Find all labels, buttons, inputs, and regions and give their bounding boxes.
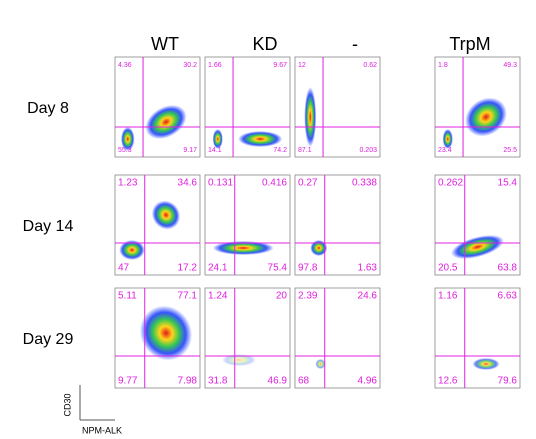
density-cloud (119, 240, 145, 260)
quadrant-value: 12.6 (438, 376, 458, 387)
quadrant-value: 9.67 (273, 62, 287, 69)
quadrant-value: 20.5 (438, 263, 458, 274)
quadrant-value: 46.9 (268, 376, 288, 387)
density-cloud (310, 240, 328, 256)
flow-panel: 1.8 49.3 23.4 25.5 (434, 56, 521, 158)
quadrant-value: 49.3 (503, 62, 517, 69)
density-cloud (212, 129, 223, 149)
flow-panel: 1.16 6.63 12.6 79.6 (434, 287, 521, 389)
density-cloud (304, 87, 317, 147)
quadrant-value: 34.6 (178, 178, 198, 189)
quadrant-value: 5.11 (118, 291, 137, 302)
density-cloud (222, 354, 256, 366)
quadrant-value: 20 (276, 291, 288, 302)
quadrant-value: 0.416 (262, 178, 287, 189)
quadrant-value: 15.4 (498, 178, 518, 189)
column-header: KD (252, 34, 277, 54)
column-header: WT (151, 34, 179, 54)
quadrant-value: 1.24 (208, 291, 228, 302)
axis-key: CD30 NPM-ALK (62, 385, 122, 435)
density-cloud (120, 127, 135, 151)
flow-panel: 4.36 30.2 55.3 9.17 (114, 56, 201, 158)
quadrant-value: 9.17 (183, 147, 197, 154)
quadrant-value: 0.262 (438, 178, 463, 189)
quadrant-value: 0.62 (363, 62, 377, 69)
quadrant-value: 1.23 (118, 178, 138, 189)
density-cloud (139, 305, 193, 361)
quadrant-value: 23.4 (438, 147, 452, 154)
density-cloud (315, 359, 326, 369)
quadrant-value: 31.8 (208, 376, 228, 387)
density-cloud (238, 131, 283, 147)
quadrant-value: 24.6 (358, 291, 378, 302)
quadrant-value: 24.1 (208, 263, 228, 274)
quadrant-value: 63.8 (498, 263, 518, 274)
density-cloud (145, 104, 187, 140)
row-label: Day 14 (23, 218, 74, 235)
quadrant-value: 9.77 (118, 376, 138, 387)
quadrant-value: 74.2 (273, 147, 287, 154)
flow-panel: 1.66 9.67 14.1 74.2 (204, 56, 291, 158)
panel-frame (434, 174, 521, 276)
quadrant-value: 1.63 (358, 263, 378, 274)
density-cloud (442, 129, 453, 149)
row-label: Day 29 (23, 331, 74, 348)
quadrant-value: 87.1 (298, 147, 312, 154)
quadrant-value: 1.66 (208, 62, 222, 69)
quadrant-value: 0.203 (359, 147, 377, 154)
density-cloud (151, 200, 181, 230)
panel-frame (204, 287, 291, 389)
quadrant-value: 2.39 (298, 291, 318, 302)
quadrant-value: 75.4 (268, 263, 288, 274)
row-label: Day 8 (27, 100, 69, 117)
y-axis-key: CD30 (62, 393, 72, 416)
quadrant-value: 12 (298, 62, 306, 69)
quadrant-value: 0.131 (208, 178, 233, 189)
quadrant-value: 97.8 (298, 263, 318, 274)
quadrant-value: 4.96 (358, 376, 378, 387)
quadrant-value: 77.1 (178, 291, 198, 302)
quadrant-value: 79.6 (498, 376, 518, 387)
quadrant-value: 14.1 (208, 147, 222, 154)
flow-panel: 0.131 0.416 24.1 75.4 (204, 174, 291, 276)
quadrant-value: 25.5 (503, 147, 517, 154)
quadrant-value: 68 (298, 376, 310, 387)
flow-panel: 0.27 0.338 97.8 1.63 (294, 174, 381, 276)
column-header: TrpM (449, 34, 490, 54)
quadrant-value: 30.2 (183, 62, 197, 69)
x-axis-key: NPM-ALK (82, 425, 122, 435)
panel-frame (294, 287, 381, 389)
quadrant-value: 17.2 (178, 263, 198, 274)
flow-panel: 1.24 20 31.8 46.9 (204, 287, 291, 389)
density-cloud (472, 358, 500, 370)
quadrant-value: 55.3 (118, 147, 132, 154)
quadrant-value: 47 (118, 263, 130, 274)
density-cloud (212, 241, 274, 255)
flow-panel: 2.39 24.6 68 4.96 (294, 287, 381, 389)
flow-panel: 5.11 77.1 9.77 7.98 (114, 287, 201, 389)
quadrant-value: 4.36 (118, 62, 132, 69)
flow-panel: 12 0.62 87.1 0.203 (294, 56, 381, 158)
flow-panel: 1.23 34.6 47 17.2 (114, 174, 201, 276)
panel-frame (294, 174, 381, 276)
quadrant-value: 1.16 (438, 291, 458, 302)
quadrant-value: 1.8 (438, 62, 448, 69)
panel-frame (434, 287, 521, 389)
panel-frame (204, 174, 291, 276)
flow-panel: 0.262 15.4 20.5 63.8 (434, 174, 521, 276)
column-header: - (352, 34, 358, 54)
quadrant-value: 0.27 (298, 178, 318, 189)
quadrant-value: 6.63 (498, 291, 518, 302)
quadrant-value: 0.338 (352, 178, 377, 189)
quadrant-value: 7.98 (178, 376, 198, 387)
panel-frame (114, 56, 201, 158)
